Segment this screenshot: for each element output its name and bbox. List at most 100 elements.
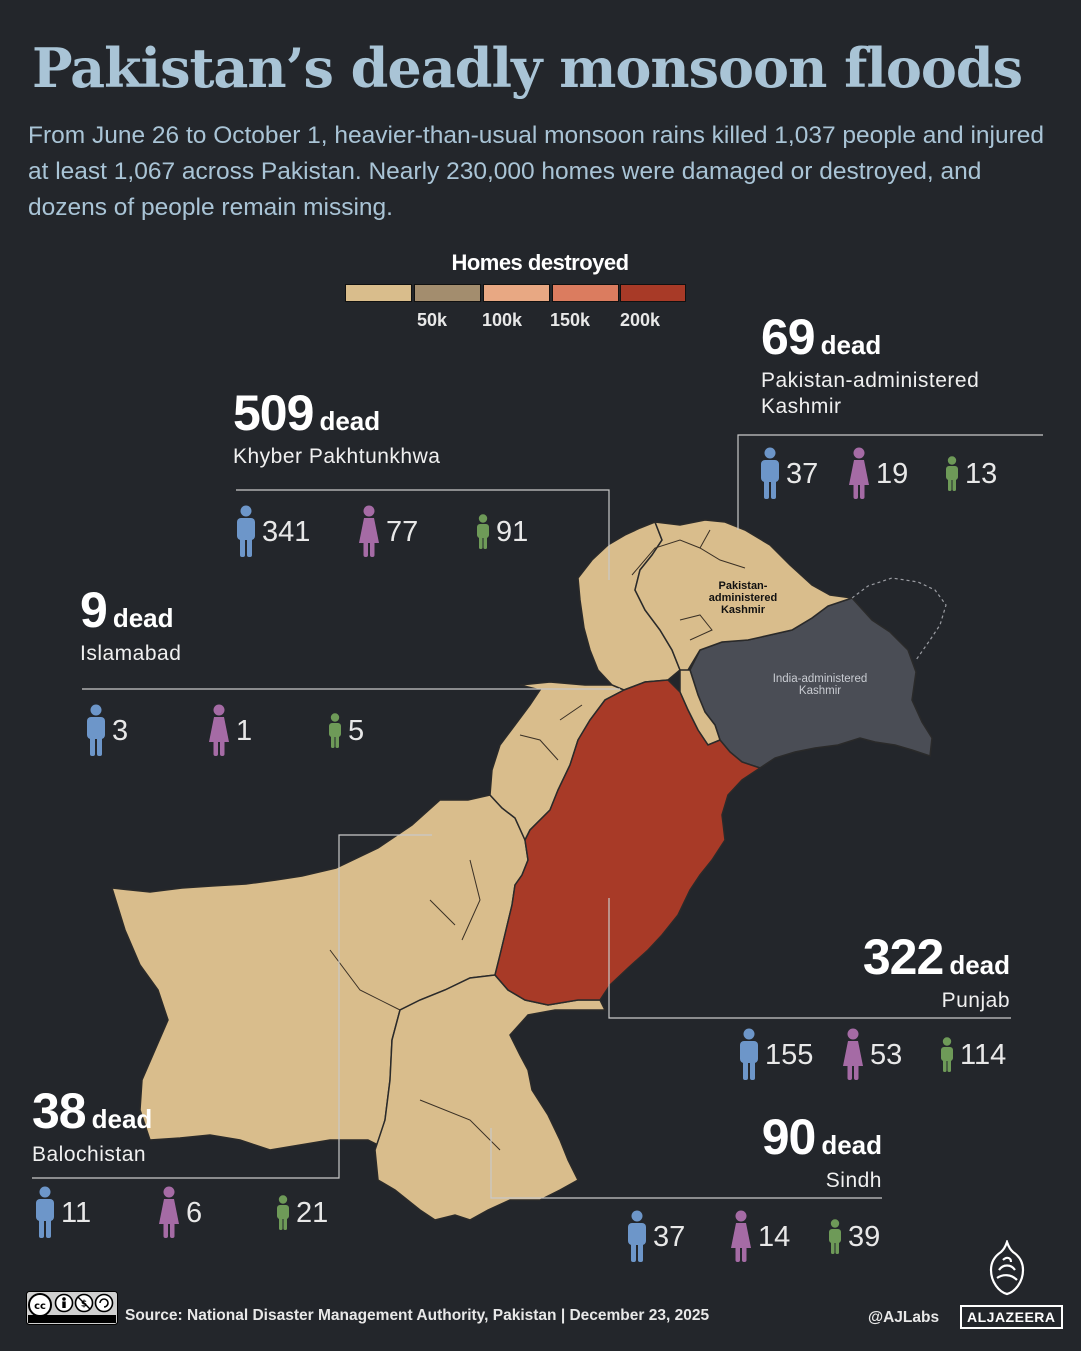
woman-icon <box>731 1210 751 1262</box>
children-count: 114 <box>960 1038 1007 1071</box>
child-icon <box>277 1195 289 1230</box>
map-label-india-kashmir: India-administered Kashmir <box>772 673 868 697</box>
stat-children: 5 <box>328 713 364 749</box>
dead-label: dead <box>821 1130 882 1160</box>
legend-swatch-2 <box>483 284 550 302</box>
stat-children: 91 <box>476 514 528 550</box>
women-count: 14 <box>758 1220 791 1253</box>
dead-label: dead <box>949 950 1010 980</box>
stat-men: 11 <box>35 1186 158 1240</box>
legend-tick-100k: 100k <box>481 310 523 330</box>
stat-children: 21 <box>276 1195 328 1231</box>
callout-sindh: 90 dead Sindh <box>632 1112 882 1194</box>
dead-count: 90 <box>761 1109 817 1165</box>
legend-tick-150k: 150k <box>549 310 591 330</box>
legend-swatch-1 <box>414 284 481 302</box>
connector-punjab <box>608 898 1011 1019</box>
stat-men: 37 <box>760 447 848 501</box>
dead-label: dead <box>91 1104 153 1134</box>
page-title: Pakistan’s deadly monsoon floods <box>32 36 1023 100</box>
callout-islamabad: 9 dead Islamabad <box>80 585 181 667</box>
woman-icon <box>843 1028 863 1080</box>
legend-title: Homes destroyed <box>451 250 629 275</box>
women-count: 77 <box>386 515 419 548</box>
women-count: 6 <box>186 1196 203 1229</box>
al-jazeera-wordmark: ALJAZEERA <box>960 1305 1063 1329</box>
child-icon <box>477 514 489 549</box>
men-count: 37 <box>786 457 819 490</box>
stat-women: 14 <box>730 1210 828 1264</box>
men-count: 155 <box>765 1038 814 1071</box>
connector-balochistan <box>32 834 432 1179</box>
region-name: Islamabad <box>80 642 182 665</box>
callout-balochistan: 38 dead Balochistan <box>32 1086 152 1168</box>
child-icon <box>941 1037 953 1072</box>
woman-icon <box>209 704 229 756</box>
man-icon <box>237 505 255 557</box>
man-icon <box>628 1210 646 1262</box>
stat-children: 114 <box>940 1037 1006 1073</box>
map-label-pak-kashmir: Pakistan-administered Kashmir <box>708 580 778 616</box>
stat-children: 13 <box>945 456 997 492</box>
svg-text:cc: cc <box>34 1301 46 1312</box>
aj-labs-handle: @AJLabs <box>868 1309 940 1326</box>
legend-swatch-3 <box>552 284 619 302</box>
dead-count: 322 <box>862 929 944 985</box>
cc-by-nc-sa-icon: cc $ <box>26 1291 118 1325</box>
man-icon <box>761 447 779 499</box>
region-name: Balochistan <box>32 1143 147 1166</box>
child-icon <box>329 713 341 748</box>
dead-count: 38 <box>32 1083 87 1139</box>
region-name: Pakistan-administered Kashmir <box>761 369 980 418</box>
connector-kashmir <box>737 434 1043 530</box>
callout-khyber-pakhtunkhwa: 509 dead Khyber Pakhtunkhwa <box>233 388 440 470</box>
stat-women: 53 <box>842 1028 940 1082</box>
region-punjab <box>494 679 762 1006</box>
stats-khyber-pakhtunkhwa: 341 77 91 <box>236 505 528 559</box>
woman-icon <box>849 447 869 499</box>
man-icon <box>740 1028 758 1080</box>
source-line: Source: National Disaster Management Aut… <box>125 1307 710 1324</box>
stat-women: 77 <box>358 505 476 559</box>
men-count: 37 <box>653 1220 686 1253</box>
children-count: 5 <box>348 714 365 747</box>
connector-kpk <box>236 489 610 580</box>
stat-men: 341 <box>236 505 358 559</box>
region-sindh <box>374 974 607 1221</box>
stats-balochistan: 11 6 21 <box>35 1186 328 1240</box>
region-name: Sindh <box>825 1169 882 1192</box>
stat-women: 1 <box>208 704 328 758</box>
man-icon <box>87 704 105 756</box>
women-count: 19 <box>876 457 909 490</box>
dead-count: 69 <box>761 309 816 365</box>
callout-punjab: 322 dead Punjab <box>760 932 1010 1014</box>
footer: cc $ Source: National Disaster Managemen… <box>0 1240 1081 1343</box>
woman-icon <box>359 505 379 557</box>
dead-label: dead <box>319 406 381 436</box>
women-count: 53 <box>870 1038 903 1071</box>
region-name: Khyber Pakhtunkhwa <box>233 445 441 468</box>
district-lines <box>329 529 746 1151</box>
stats-pak-kashmir: 37 19 13 <box>760 447 997 501</box>
children-count: 39 <box>848 1220 881 1253</box>
men-count: 11 <box>61 1196 92 1229</box>
dead-count: 9 <box>80 582 108 638</box>
al-jazeera-logo-icon <box>989 1240 1025 1296</box>
legend-tick-50k: 50k <box>416 310 448 330</box>
callout-pak-kashmir: 69 dead Pakistan-administered Kashmir <box>761 312 1031 420</box>
children-count: 21 <box>296 1196 329 1229</box>
child-icon <box>946 456 958 491</box>
stat-men: 155 <box>739 1028 842 1082</box>
man-icon <box>36 1186 54 1238</box>
stat-women: 6 <box>158 1186 276 1240</box>
dead-label: dead <box>112 603 174 633</box>
stat-women: 19 <box>848 447 945 501</box>
legend-tick-200k: 200k <box>619 310 661 330</box>
children-count: 91 <box>496 515 529 548</box>
connector-sindh <box>490 1128 882 1199</box>
stat-men: 3 <box>86 704 208 758</box>
men-count: 341 <box>262 515 311 548</box>
legend-swatch-4 <box>620 284 686 302</box>
svg-text:$: $ <box>81 1300 87 1310</box>
